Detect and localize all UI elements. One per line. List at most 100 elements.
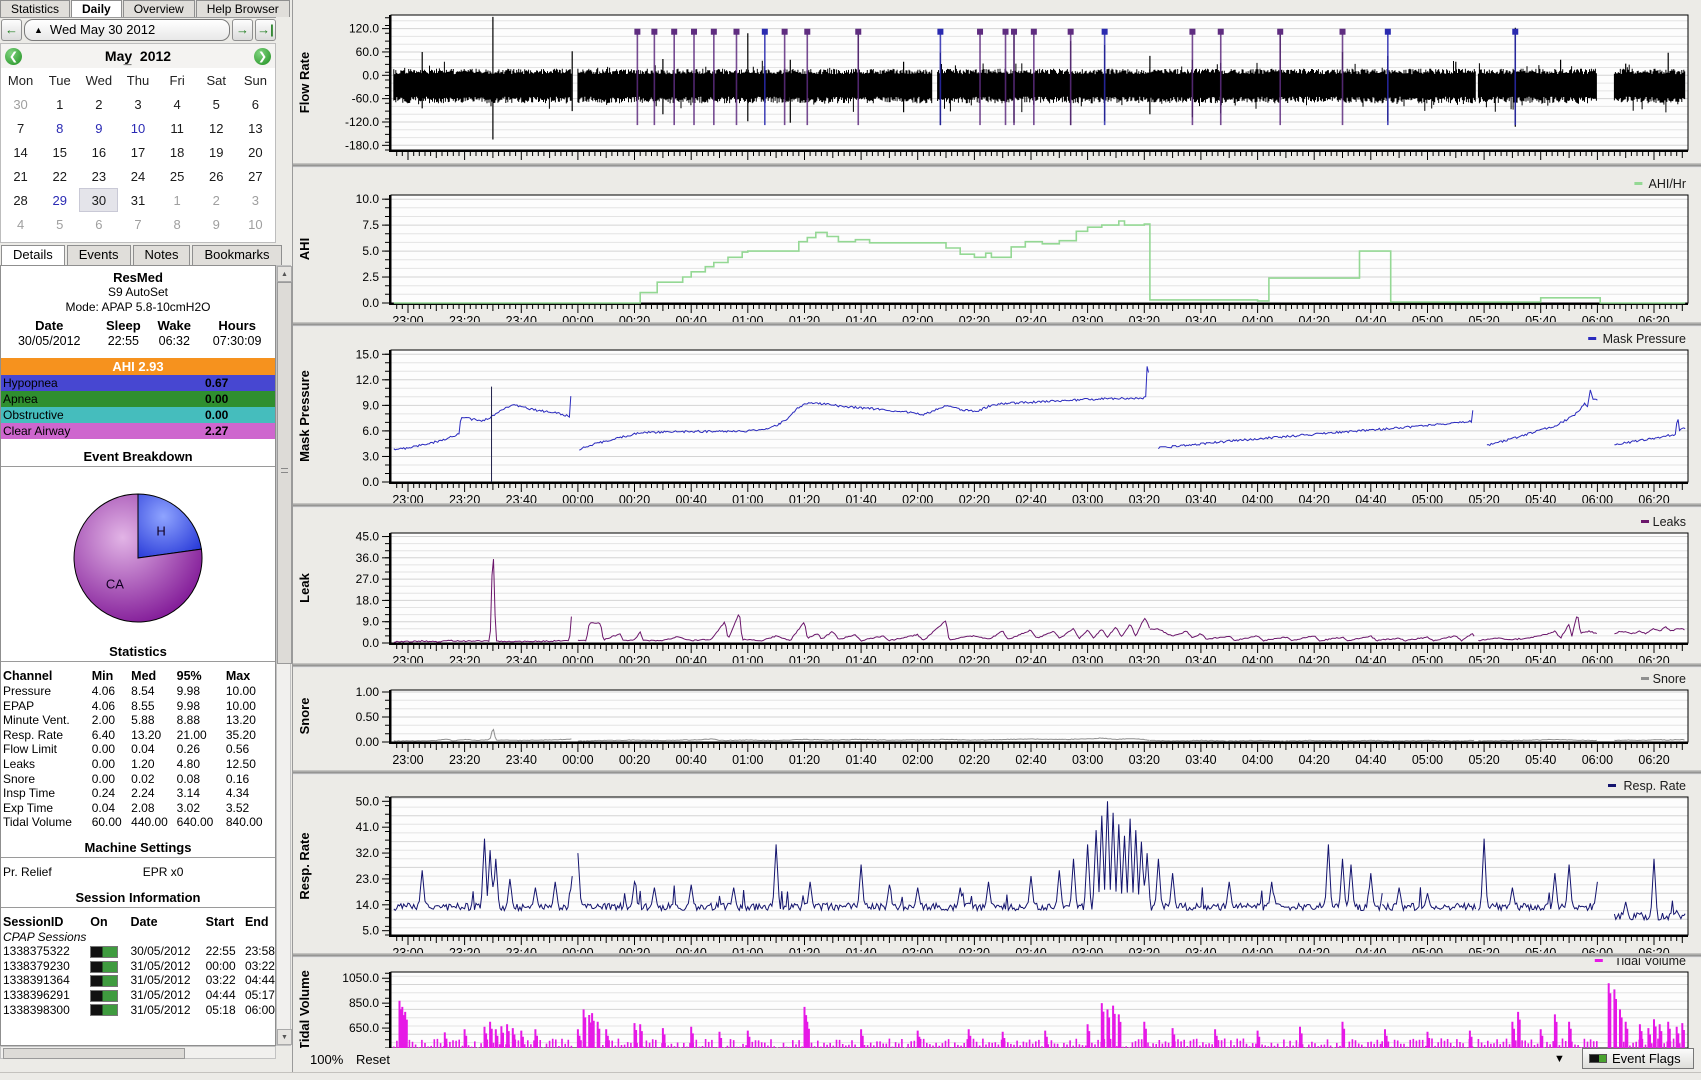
event-flag-marker-CA[interactable] [1339, 28, 1346, 35]
details-horizontal-scrollbar[interactable] [0, 1046, 276, 1059]
chart-snore[interactable]: 1.00 0.50 0.00 23:00 23:20 23:40 00:00 00:20 00:… [293, 668, 1701, 775]
calendar-day[interactable]: 8 [56, 120, 64, 136]
calendar-day[interactable]: 30 [13, 96, 28, 112]
event-flag-marker-CA[interactable] [1002, 28, 1009, 35]
scroll-down-icon[interactable]: ▼ [277, 1029, 292, 1045]
calendar-day[interactable]: 13 [248, 120, 263, 136]
event-flag-marker-CA[interactable] [977, 28, 984, 35]
calendar-next-month-icon[interactable]: ❯ [253, 47, 271, 65]
event-flags-dropdown-icon[interactable]: ▼ [1554, 1053, 1565, 1065]
event-flag-marker-CA[interactable] [1011, 28, 1018, 35]
event-flag-marker-H[interactable] [1384, 28, 1391, 35]
event-flag-marker-CA[interactable] [651, 28, 658, 35]
calendar-day[interactable]: 15 [52, 144, 67, 160]
event-flag-marker-CA[interactable] [1067, 28, 1074, 35]
calendar-day[interactable]: 10 [248, 216, 263, 232]
chart-separator[interactable] [293, 770, 1701, 775]
chart-flow[interactable]: 120.060.00.0-60.0-120.0-180.023:0023:202… [293, 0, 1701, 168]
event-flag-marker-H[interactable] [937, 28, 944, 35]
event-flag-marker-CA[interactable] [634, 28, 641, 35]
calendar-day[interactable]: 5 [56, 216, 64, 232]
calendar-day[interactable]: 20 [248, 144, 263, 160]
calendar-day[interactable]: 29 [52, 192, 67, 208]
calendar-day[interactable]: 1 [56, 96, 64, 112]
calendar-day[interactable]: 21 [13, 168, 28, 184]
calendar-day[interactable]: 25 [169, 168, 185, 184]
event-flag-marker-CA[interactable] [1277, 28, 1284, 35]
event-flag-marker-CA[interactable] [733, 28, 740, 35]
scroll-up-icon[interactable]: ▲ [277, 266, 292, 282]
event-flag-marker-H[interactable] [761, 28, 768, 35]
calendar-day[interactable]: 24 [130, 168, 146, 184]
session-on-toggle[interactable] [90, 975, 119, 988]
calendar-day[interactable]: 9 [212, 216, 220, 232]
details-vertical-scrollbar[interactable]: ▲ ▼ [276, 265, 292, 1046]
calendar-day[interactable]: 18 [169, 144, 185, 160]
session-on-toggle[interactable] [90, 1004, 119, 1017]
calendar-day[interactable]: 14 [13, 144, 28, 160]
calendar-day[interactable]: 3 [251, 192, 260, 208]
chart-separator[interactable] [293, 163, 1701, 168]
event-flag-marker-CA[interactable] [1189, 28, 1196, 35]
reset-button[interactable]: Reset [356, 1052, 390, 1067]
tab-statistics[interactable]: Statistics [0, 0, 71, 17]
tab-daily[interactable]: Daily [71, 0, 122, 17]
next-day-button[interactable]: → [232, 18, 253, 41]
calendar-day[interactable]: 11 [170, 120, 184, 136]
calendar-day[interactable]: 4 [16, 216, 25, 232]
tab-overview[interactable]: Overview [122, 0, 195, 17]
chart-mask[interactable]: 15.0 12.0 9.0 6.0 3.0 0.0 23:00 23:20 23:40 00:00… [293, 327, 1701, 508]
chart-resp[interactable]: 50.0 41.0 32.0 23.0 14.0 5.0 23:00 23:20 23:40 00… [293, 775, 1701, 958]
chart-canvas-snore[interactable]: 1.00 0.50 0.00 23:00 23:20 23:40 00:00 00:20 00:… [293, 668, 1701, 775]
calendar-day[interactable]: 3 [134, 96, 142, 112]
event-flag-marker-CA[interactable] [804, 28, 811, 35]
event-flag-marker-H[interactable] [1101, 28, 1108, 35]
calendar-day[interactable]: 23 [91, 168, 107, 184]
calendar-day[interactable]: 28 [13, 192, 28, 208]
scrollbar-thumb[interactable] [3, 1048, 185, 1059]
event-flag-marker-CA[interactable] [671, 28, 678, 35]
event-flag-marker-CA[interactable] [855, 28, 862, 35]
chart-canvas-ahi[interactable]: 10.07.55.02.50.023:00 23:20 23:40 00:00 00:2… [293, 168, 1701, 327]
calendar-day[interactable]: 7 [134, 216, 142, 232]
calendar-day[interactable]: 5 [212, 96, 220, 112]
session-on-toggle[interactable] [90, 989, 119, 1002]
chart-canvas-resp[interactable]: 50.041.032.023.014.05.023:00 23:20 23:40 00… [293, 775, 1701, 958]
calendar-day[interactable]: 31 [130, 192, 146, 208]
calendar-day[interactable]: 16 [91, 144, 107, 160]
event-flag-marker-CA[interactable] [1030, 28, 1037, 35]
tab-notes[interactable]: Notes [132, 245, 191, 265]
event-flag-marker-H[interactable] [1512, 28, 1519, 35]
event-flag-marker-CA[interactable] [1217, 28, 1224, 35]
calendar-day[interactable]: 6 [251, 96, 260, 112]
calendar-day[interactable]: 2 [212, 192, 220, 208]
chart-leak[interactable]: 45.0 36.0 27.0 18.0 9.0 0.0 23:00 23:20 23:40 00:… [293, 508, 1701, 668]
session-on-toggle[interactable] [90, 960, 119, 973]
calendar-day[interactable]: 8 [173, 216, 181, 232]
prev-day-button[interactable]: ← [1, 18, 22, 41]
calendar-title[interactable]: May̲ 2012 [104, 48, 172, 64]
event-flag-marker-CA[interactable] [710, 28, 717, 35]
chart-ahi[interactable]: 10.0 7.5 5.0 2.5 0.0 23:00 23:20 23:40 00:00 00:2… [293, 168, 1701, 327]
chart-tidal[interactable]: 1050.0 850.0 650.0 Tidal Volume Tidal Volume [293, 958, 1701, 1048]
session-on-toggle[interactable] [90, 945, 119, 958]
date-dropdown[interactable]: ▲ Wed May 30 2012 [24, 18, 230, 41]
tab-details[interactable]: Details [1, 245, 65, 265]
chart-canvas-tidal[interactable]: 1050.0 850.0 650.0 Tidal Volume Tidal Volume [293, 958, 1701, 1048]
calendar-day[interactable]: 6 [95, 216, 103, 232]
chart-canvas-mask[interactable]: 15.012.09.06.03.00.023:00 23:20 23:40 00:00… [293, 327, 1701, 508]
calendar-day[interactable]: 17 [130, 144, 146, 160]
chart-separator[interactable] [293, 663, 1701, 668]
calendar-day[interactable]: 12 [209, 120, 224, 136]
tab-help-browser[interactable]: Help Browser [195, 0, 290, 17]
calendar-day[interactable]: 26 [209, 168, 224, 184]
calendar-day-selected[interactable]: 30 [79, 188, 119, 212]
tab-events[interactable]: Events [66, 245, 131, 265]
chart-canvas-flow[interactable]: 120.060.00.0-60.0-120.0-180.023:0023:202… [293, 0, 1701, 168]
calendar-day[interactable]: 4 [173, 96, 181, 112]
last-day-button[interactable]: →| [255, 18, 276, 41]
chart-separator[interactable] [293, 503, 1701, 508]
calendar-day[interactable]: 2 [95, 96, 103, 112]
calendar-day[interactable]: 27 [248, 168, 263, 184]
event-flags-button[interactable]: Event Flags [1582, 1048, 1694, 1069]
